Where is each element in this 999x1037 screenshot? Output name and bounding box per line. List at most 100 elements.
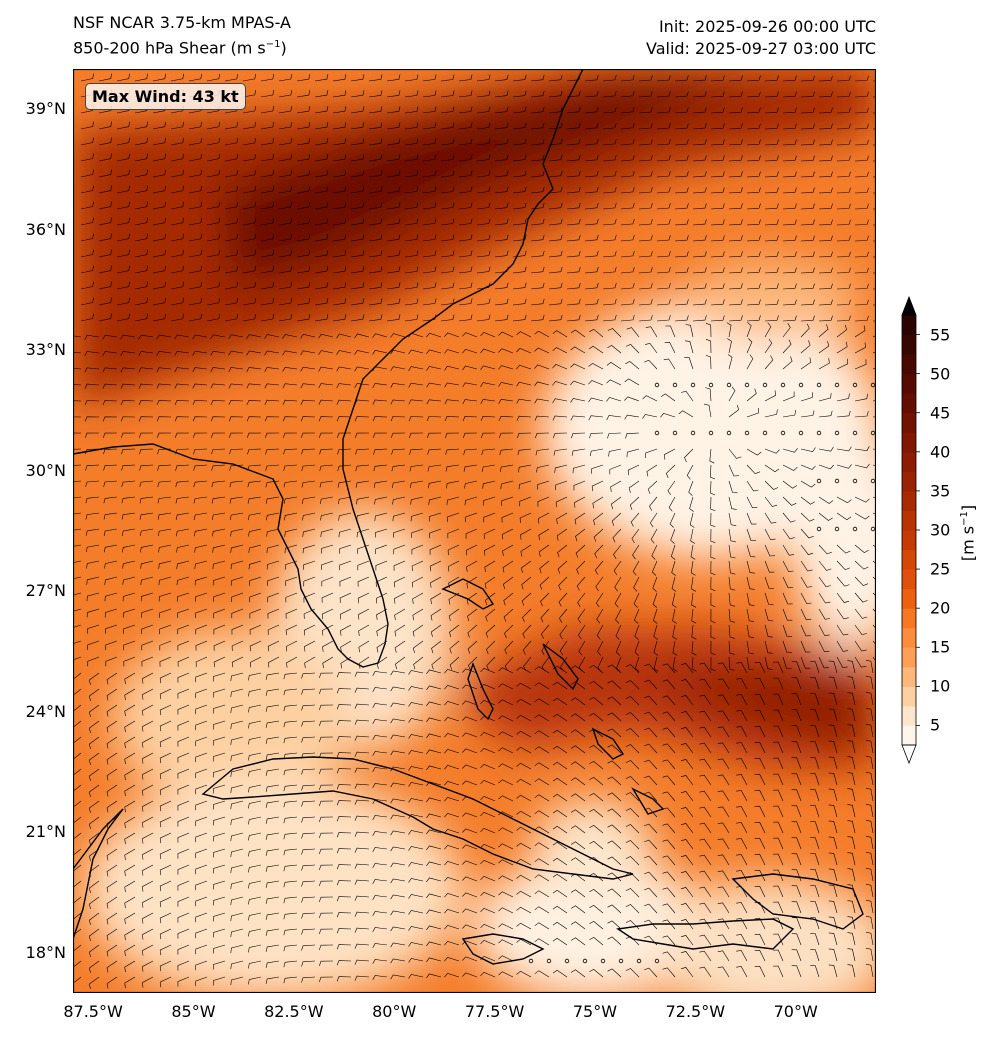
wind-barb xyxy=(728,512,737,526)
wind-barb xyxy=(800,75,815,82)
wind-barb xyxy=(836,592,850,603)
wind-barb xyxy=(229,512,244,521)
calm-marker xyxy=(690,382,696,388)
wind-barb xyxy=(520,560,532,573)
wind-barb xyxy=(699,742,712,754)
wind-barb xyxy=(267,640,280,652)
wind-barb xyxy=(818,608,831,620)
wind-barb xyxy=(800,480,816,488)
wind-barb xyxy=(476,90,491,98)
wind-barb xyxy=(350,170,365,178)
wind-barb xyxy=(301,848,316,855)
wind-barb xyxy=(142,976,154,988)
wind-barb xyxy=(408,670,424,675)
wind-barb xyxy=(656,315,671,322)
wind-barb xyxy=(818,560,832,571)
calm-marker xyxy=(834,382,840,388)
wind-barb xyxy=(516,842,532,850)
wind-barb xyxy=(84,367,100,373)
wind-barb xyxy=(230,720,244,730)
wind-barb xyxy=(332,266,347,274)
wind-barb xyxy=(283,720,298,728)
wind-barb xyxy=(195,784,208,795)
wind-barb xyxy=(728,123,743,130)
wind-barb xyxy=(625,744,640,754)
wind-barb xyxy=(728,91,743,98)
wind-barb xyxy=(412,592,424,604)
wind-barb xyxy=(754,693,766,706)
wind-barb xyxy=(422,234,437,242)
wind-barb xyxy=(124,896,136,909)
wind-barb xyxy=(692,139,707,146)
wind-barb xyxy=(462,716,478,722)
wind-barb xyxy=(265,976,280,984)
wind-barb xyxy=(672,608,677,624)
wind-barb xyxy=(296,202,311,210)
wind-barb xyxy=(656,283,671,290)
wind-barb xyxy=(116,265,130,274)
wind-barb xyxy=(512,298,527,306)
wind-barb xyxy=(159,896,172,908)
wind-barb xyxy=(88,896,100,909)
wind-barb xyxy=(552,889,568,898)
wind-barb xyxy=(138,432,154,438)
wind-barb xyxy=(447,528,460,539)
wind-barb xyxy=(195,816,208,827)
wind-barb xyxy=(746,155,761,162)
wind-barb xyxy=(566,202,581,210)
wind-barb xyxy=(177,688,190,699)
wind-barb xyxy=(764,283,779,290)
wind-barb xyxy=(422,74,437,82)
wind-barb xyxy=(231,656,244,668)
wind-barb xyxy=(680,807,694,818)
wind-barb xyxy=(354,927,370,933)
wind-barb xyxy=(354,799,370,805)
wind-barb xyxy=(728,480,738,494)
wind-barb xyxy=(602,91,617,98)
wind-barb xyxy=(854,139,869,146)
wind-barb xyxy=(773,741,784,754)
wind-barb xyxy=(520,544,532,557)
wind-barb xyxy=(552,937,568,946)
wind-barb xyxy=(152,201,166,210)
wind-barb xyxy=(638,171,653,178)
wind-barb xyxy=(265,672,280,680)
wind-barb xyxy=(390,798,406,804)
wind-barb xyxy=(142,848,154,860)
wind-barb xyxy=(607,792,622,802)
wind-barb xyxy=(847,756,856,770)
wind-barb xyxy=(265,848,280,856)
wind-barb xyxy=(691,608,697,624)
wind-barb xyxy=(158,592,172,602)
wind-barb xyxy=(444,796,460,802)
wind-barb xyxy=(800,283,815,290)
wind-barb xyxy=(176,576,190,586)
wind-barb xyxy=(584,170,599,178)
wind-barb xyxy=(195,768,208,779)
wind-barb xyxy=(177,656,190,667)
wind-barb xyxy=(602,235,617,242)
wind-barb xyxy=(523,656,532,671)
calm-marker xyxy=(798,382,804,388)
wind-barb xyxy=(134,249,148,258)
wind-barb xyxy=(465,544,478,556)
wind-barb xyxy=(847,660,856,674)
wind-barb xyxy=(376,608,388,620)
wind-barb xyxy=(301,736,316,743)
wind-barb xyxy=(195,640,208,651)
wind-barb xyxy=(773,885,784,898)
wind-barb xyxy=(810,725,820,738)
wind-barb xyxy=(314,74,329,82)
wind-barb xyxy=(73,624,82,628)
wind-barb xyxy=(195,752,208,763)
wind-barb xyxy=(106,928,118,941)
wind-barb xyxy=(836,187,851,194)
wind-barb xyxy=(620,139,635,146)
wind-barb xyxy=(386,250,401,258)
wind-barb xyxy=(422,154,437,162)
wind-barb xyxy=(607,744,622,754)
wind-barb xyxy=(354,383,370,389)
wind-barb xyxy=(480,763,496,770)
wind-barb xyxy=(394,624,406,637)
wind-barb xyxy=(764,496,778,507)
